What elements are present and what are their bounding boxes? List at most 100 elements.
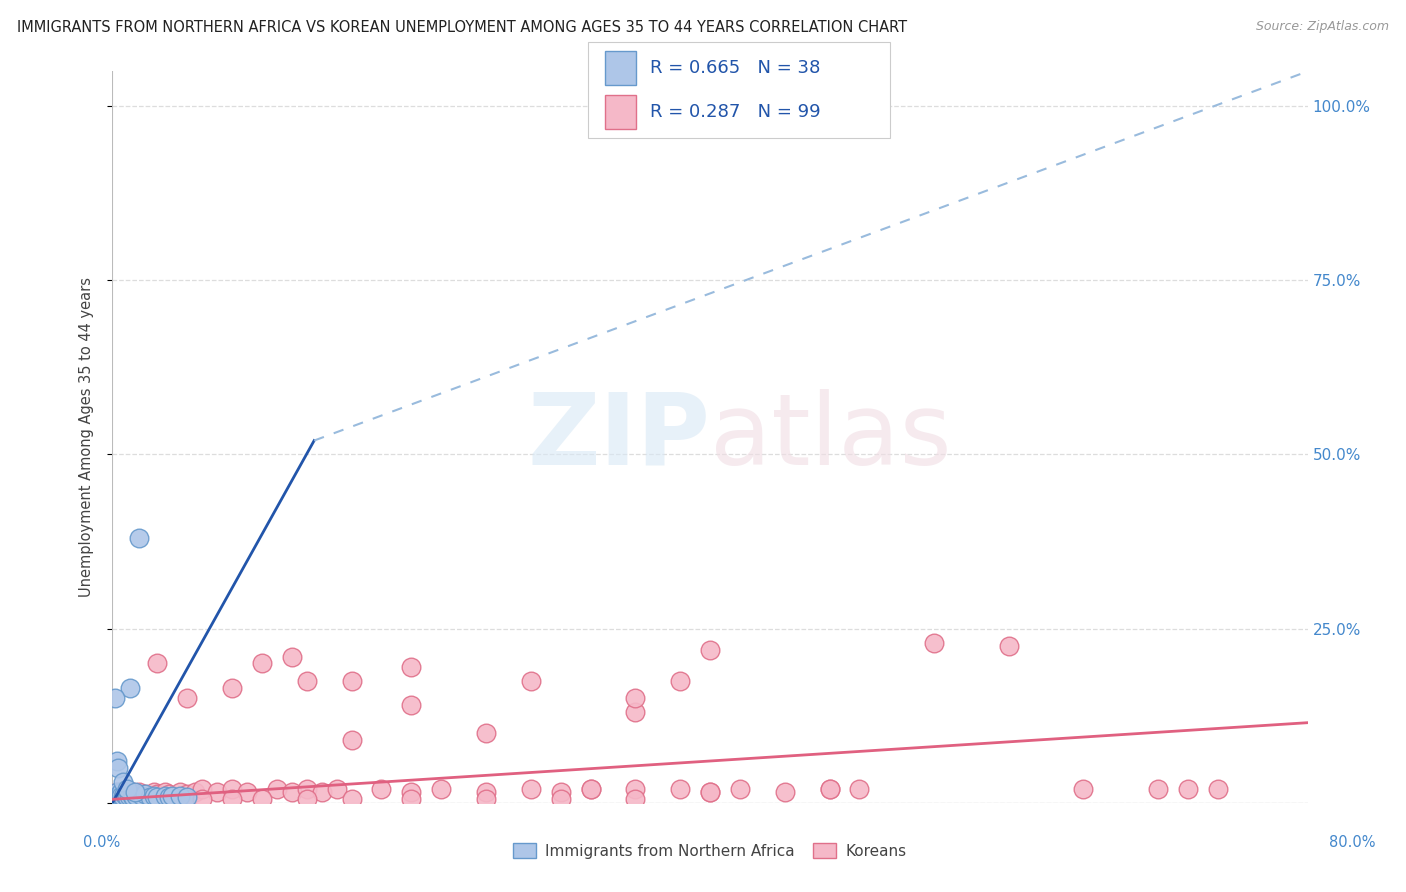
- Point: [183, 785, 205, 799]
- Point: [131, 792, 153, 806]
- Point: [401, 792, 423, 806]
- Point: [114, 788, 135, 802]
- Point: [176, 788, 198, 802]
- Point: [115, 789, 138, 803]
- Legend: Immigrants from Northern Africa, Koreans: Immigrants from Northern Africa, Koreans: [508, 837, 912, 864]
- Point: [105, 790, 128, 805]
- Point: [121, 789, 143, 803]
- Point: [221, 681, 243, 695]
- Point: [131, 789, 153, 803]
- Point: [117, 785, 139, 799]
- Text: atlas: atlas: [710, 389, 952, 485]
- Point: [117, 781, 139, 796]
- Point: [124, 788, 146, 802]
- Point: [104, 789, 127, 803]
- Point: [117, 785, 139, 799]
- Point: [162, 792, 183, 806]
- Point: [699, 785, 721, 799]
- Point: [146, 790, 169, 805]
- Point: [105, 792, 128, 806]
- Point: [134, 788, 156, 802]
- Point: [848, 781, 870, 796]
- Point: [115, 789, 138, 803]
- Point: [624, 781, 647, 796]
- Point: [266, 781, 288, 796]
- Text: 0.0%: 0.0%: [83, 836, 120, 850]
- Point: [669, 673, 692, 688]
- Point: [146, 788, 169, 802]
- Point: [107, 761, 129, 775]
- Point: [162, 789, 183, 803]
- Point: [191, 781, 214, 796]
- Point: [125, 789, 148, 803]
- Point: [139, 789, 162, 803]
- Point: [169, 789, 191, 803]
- Text: R = 0.287   N = 99: R = 0.287 N = 99: [650, 103, 820, 121]
- Point: [401, 660, 423, 674]
- Point: [122, 785, 145, 799]
- Point: [624, 792, 647, 806]
- Point: [162, 789, 183, 803]
- Point: [773, 785, 796, 799]
- Point: [121, 789, 143, 803]
- Point: [295, 673, 318, 688]
- Point: [250, 792, 273, 806]
- Text: ZIP: ZIP: [527, 389, 710, 485]
- Point: [128, 531, 150, 545]
- Point: [401, 698, 423, 713]
- Point: [111, 775, 134, 789]
- Point: [176, 790, 198, 805]
- Point: [105, 754, 128, 768]
- Point: [110, 789, 132, 803]
- Point: [108, 788, 131, 802]
- Point: [818, 781, 841, 796]
- Point: [111, 792, 134, 806]
- Point: [103, 792, 125, 806]
- Point: [153, 785, 176, 799]
- Point: [146, 792, 169, 806]
- Point: [118, 789, 141, 803]
- Point: [1147, 781, 1170, 796]
- Point: [325, 781, 347, 796]
- Point: [221, 781, 243, 796]
- Point: [143, 789, 166, 803]
- Point: [699, 642, 721, 657]
- Point: [157, 790, 180, 805]
- Point: [221, 792, 243, 806]
- Point: [104, 691, 127, 706]
- Point: [117, 790, 139, 805]
- Point: [624, 691, 647, 706]
- Point: [1177, 781, 1199, 796]
- Point: [120, 681, 142, 695]
- Point: [295, 781, 318, 796]
- Point: [107, 789, 129, 803]
- Point: [430, 781, 453, 796]
- Point: [281, 785, 304, 799]
- Point: [728, 781, 751, 796]
- Point: [139, 792, 162, 806]
- Point: [114, 788, 135, 802]
- Point: [205, 785, 228, 799]
- Point: [128, 785, 150, 799]
- Point: [111, 790, 134, 805]
- Point: [110, 785, 132, 799]
- Point: [191, 792, 214, 806]
- Point: [122, 790, 145, 805]
- Point: [520, 673, 543, 688]
- Point: [281, 649, 304, 664]
- Point: [1073, 781, 1095, 796]
- Text: 80.0%: 80.0%: [1329, 836, 1376, 850]
- Point: [340, 733, 363, 747]
- Point: [579, 781, 602, 796]
- Point: [818, 781, 841, 796]
- Point: [1206, 781, 1229, 796]
- Point: [108, 788, 131, 802]
- Point: [124, 792, 146, 806]
- Point: [550, 785, 572, 799]
- Point: [579, 781, 602, 796]
- Point: [120, 788, 142, 802]
- Point: [169, 785, 191, 799]
- Point: [475, 785, 498, 799]
- Point: [311, 785, 333, 799]
- Point: [124, 785, 146, 799]
